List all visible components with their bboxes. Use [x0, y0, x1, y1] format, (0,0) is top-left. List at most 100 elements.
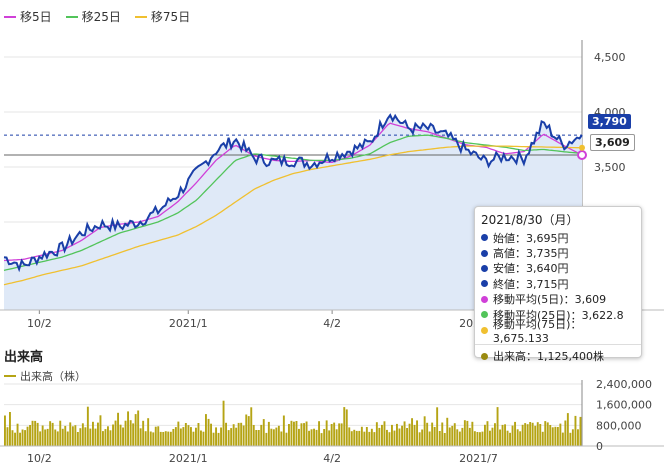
- volume-bar: [501, 424, 504, 446]
- tooltip-ma25: 移動平均(25日)：3,622.8: [493, 308, 624, 322]
- tooltip-open: 始値：3,695円: [493, 231, 569, 245]
- volume-bar: [285, 432, 288, 446]
- volume-bar: [456, 429, 459, 446]
- volume-bar: [408, 423, 411, 446]
- legend-item-ma25[interactable]: 移25日: [65, 8, 121, 25]
- tooltip-row-high: 高値：3,735円: [475, 245, 641, 260]
- volume-bar: [491, 427, 494, 446]
- volume-bar: [443, 433, 446, 446]
- axis-labels: 4,5004,0003,5003,0002,50010/210/22021/12…: [27, 51, 652, 465]
- volume-bar: [509, 432, 512, 446]
- tooltip-row-close: 終値：3,715円: [475, 276, 641, 291]
- volume-bar: [36, 422, 39, 446]
- volume-bar: [519, 431, 522, 446]
- volume-bar: [308, 430, 311, 446]
- volume-bar: [74, 425, 77, 446]
- volume-bar: [197, 423, 200, 446]
- volume-bar: [526, 424, 529, 446]
- volume-bar: [235, 427, 238, 446]
- volume-bar: [54, 429, 57, 446]
- price-area: [4, 115, 582, 310]
- volume-bar: [391, 424, 393, 446]
- volume-bar: [237, 422, 240, 446]
- ma75-dot-icon: [481, 326, 488, 334]
- volume-bar: [46, 428, 49, 446]
- high-dot-icon: [481, 249, 488, 257]
- tooltip-ma5: 移動平均(5日)：3,609: [493, 293, 607, 307]
- volume-bar: [318, 421, 321, 446]
- volume-bar: [250, 407, 253, 446]
- volume-bar: [418, 432, 421, 446]
- volume-bar: [227, 430, 230, 446]
- volume-bar: [566, 413, 569, 446]
- volume-bar: [139, 428, 142, 446]
- volume-bar: [44, 429, 47, 446]
- tooltip-close: 終値：3,715円: [493, 277, 569, 291]
- volume-bar: [159, 431, 162, 446]
- volume-bar: [559, 423, 562, 446]
- tooltip-high: 高値：3,735円: [493, 247, 569, 261]
- volume-bar: [230, 428, 233, 446]
- volume-x-tick-label: 2021/1: [169, 452, 208, 465]
- volume-bar: [355, 430, 358, 446]
- volume-bar: [220, 427, 223, 446]
- volume-bar: [373, 432, 376, 446]
- volume-bar: [29, 425, 32, 446]
- volume-bar: [102, 431, 104, 446]
- volume-bar: [290, 420, 293, 446]
- volume-bar: [451, 425, 454, 446]
- volume-bar: [255, 430, 258, 446]
- volume-bar: [556, 427, 559, 446]
- volume-bar: [396, 423, 398, 446]
- tooltip-row-open: 始値：3,695円: [475, 230, 641, 245]
- volume-bar: [320, 433, 323, 446]
- legend-item-ma5[interactable]: 移5日: [4, 8, 52, 25]
- volume-bar: [267, 421, 270, 446]
- volume-bar: [406, 428, 409, 446]
- ma25-dot-icon: [481, 311, 488, 319]
- volume-bar: [122, 427, 125, 446]
- volume-bar: [257, 430, 260, 446]
- volume-bar: [41, 425, 44, 446]
- volume-bar: [345, 409, 348, 446]
- low-dot-icon: [481, 264, 488, 272]
- volume-bar: [59, 420, 62, 446]
- volume-bar: [343, 407, 346, 446]
- volume-bar: [479, 432, 481, 446]
- last-price-tag: 3,790: [588, 114, 631, 129]
- ma5-dot-icon: [481, 295, 488, 303]
- legend-label-ma75: 移75日: [150, 10, 191, 24]
- volume-bar: [34, 420, 37, 446]
- open-dot-icon: [481, 234, 488, 242]
- volume-bar: [205, 414, 207, 446]
- tooltip-row-ma5: 移動平均(5日)：3,609: [475, 292, 641, 307]
- volume-bar: [506, 430, 509, 446]
- volume-bar: [504, 424, 507, 446]
- volume-bar: [107, 426, 109, 446]
- volume-bar: [335, 429, 338, 446]
- volume-bar: [4, 415, 6, 446]
- volume-bar: [541, 431, 544, 446]
- volume-bar: [9, 412, 11, 446]
- volume-bar: [413, 424, 416, 446]
- volume-bar: [476, 432, 479, 446]
- volume-bar: [446, 417, 449, 446]
- volume-bar: [124, 420, 127, 446]
- volume-bar: [112, 424, 115, 446]
- volume-bar: [471, 421, 474, 446]
- volume-bar: [222, 400, 225, 446]
- volume-plot-area: [0, 380, 664, 447]
- volume-bar: [313, 428, 316, 446]
- volume-bar: [328, 430, 331, 446]
- volume-bar: [486, 421, 489, 446]
- legend-item-ma75[interactable]: 移75日: [134, 8, 191, 25]
- volume-bar: [282, 415, 285, 446]
- volume-bar: [496, 407, 499, 446]
- volume-bar: [353, 429, 356, 446]
- volume-bar: [245, 414, 248, 446]
- volume-legend[interactable]: 出来高（株）: [4, 368, 86, 384]
- volume-bar: [370, 428, 373, 446]
- volume-bar: [177, 421, 180, 446]
- volume-bar: [288, 424, 290, 446]
- ma75-end-marker: [579, 144, 585, 151]
